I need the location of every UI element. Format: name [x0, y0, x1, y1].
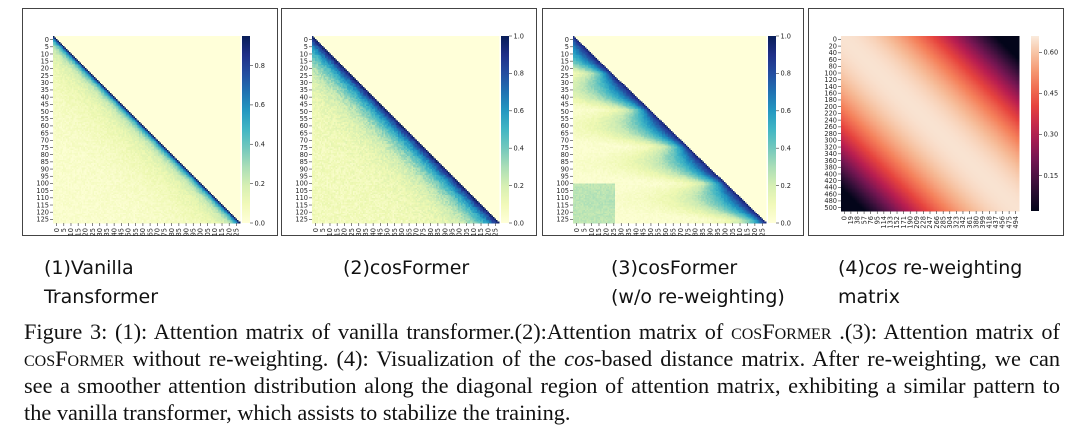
heatmap-panel-1: 0 5 10 15 20 25 30 35 40 45 50 55 60 65 70 75 80 85 90 95 10…	[22, 8, 278, 236]
heatmap-cells	[53, 36, 240, 223]
heatmap-1: 0510152025303540455055606570758085909510…	[23, 9, 279, 237]
